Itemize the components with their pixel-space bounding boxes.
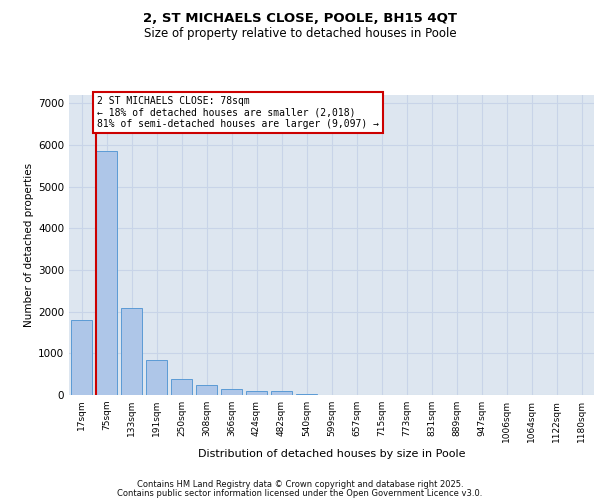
Bar xyxy=(146,360,167,395)
Bar xyxy=(71,320,92,395)
Bar xyxy=(171,379,192,395)
Bar xyxy=(221,389,242,395)
Bar xyxy=(96,152,117,395)
Bar xyxy=(271,391,292,395)
Text: 2, ST MICHAELS CLOSE, POOLE, BH15 4QT: 2, ST MICHAELS CLOSE, POOLE, BH15 4QT xyxy=(143,12,457,25)
Y-axis label: Number of detached properties: Number of detached properties xyxy=(24,163,34,327)
X-axis label: Distribution of detached houses by size in Poole: Distribution of detached houses by size … xyxy=(198,449,465,459)
Bar xyxy=(246,391,267,395)
Bar xyxy=(121,308,142,395)
Bar xyxy=(196,385,217,395)
Bar xyxy=(296,394,317,395)
Text: Contains HM Land Registry data © Crown copyright and database right 2025.: Contains HM Land Registry data © Crown c… xyxy=(137,480,463,489)
Text: Size of property relative to detached houses in Poole: Size of property relative to detached ho… xyxy=(143,27,457,40)
Text: 2 ST MICHAELS CLOSE: 78sqm
← 18% of detached houses are smaller (2,018)
81% of s: 2 ST MICHAELS CLOSE: 78sqm ← 18% of deta… xyxy=(97,96,379,129)
Text: Contains public sector information licensed under the Open Government Licence v3: Contains public sector information licen… xyxy=(118,489,482,498)
